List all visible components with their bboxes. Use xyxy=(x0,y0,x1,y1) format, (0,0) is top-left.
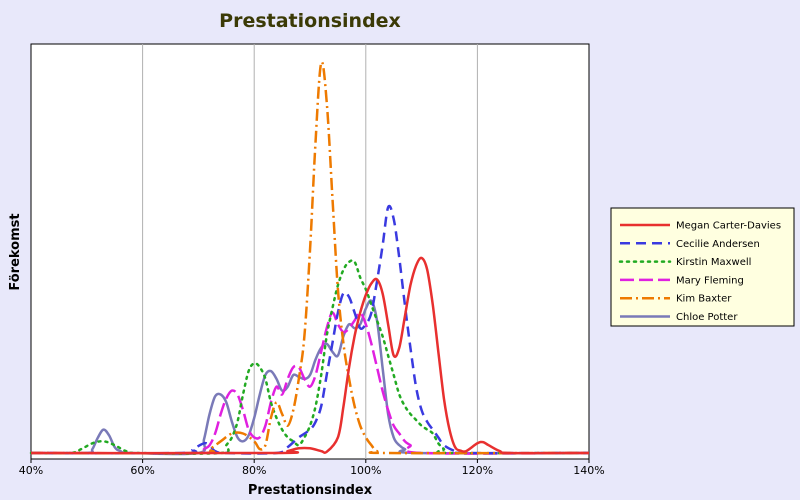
x-axis-label: Prestationsindex xyxy=(248,483,373,498)
x-tick-label: 140% xyxy=(573,464,604,477)
x-tick-label: 100% xyxy=(350,464,381,477)
legend: Megan Carter-Davies Cecilie Andersen Kirst… xyxy=(610,207,795,327)
legend-label: Kim Baxter xyxy=(676,294,732,305)
legend-label: Kirstin Maxwell xyxy=(676,257,751,268)
x-tick-label: 120% xyxy=(462,464,493,477)
x-axis-ticks: 40% 60% 80% 100% 120% 140% xyxy=(19,459,605,477)
legend-label: Chloe Potter xyxy=(676,312,738,323)
y-axis-label: Förekomst xyxy=(8,213,23,290)
series-line-3 xyxy=(30,311,590,455)
series-line-1 xyxy=(30,204,590,455)
x-tick-label: 80% xyxy=(242,464,266,477)
legend-label: Mary Fleming xyxy=(676,275,744,286)
series-lines xyxy=(29,60,591,456)
x-tick-label: 40% xyxy=(19,464,43,477)
legend-box xyxy=(610,207,795,327)
series-line-2 xyxy=(29,259,591,455)
series-line-4 xyxy=(30,60,590,455)
legend-label: Cecilie Andersen xyxy=(676,239,760,250)
legend-label: Megan Carter-Davies xyxy=(676,221,781,232)
grid-lines xyxy=(142,44,478,459)
chart-title: Prestationsindex xyxy=(219,10,401,32)
series-line-0 xyxy=(30,256,590,455)
x-tick-label: 60% xyxy=(130,464,154,477)
